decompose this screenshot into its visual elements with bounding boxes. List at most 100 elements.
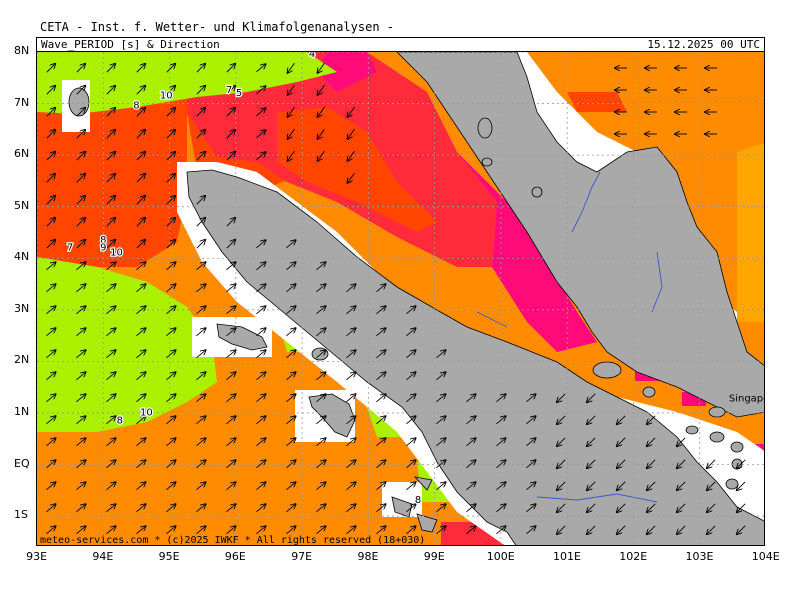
lon-tick-label: 98E — [357, 550, 379, 563]
wave-direction-arrow — [226, 64, 235, 73]
wave-direction-arrow — [46, 350, 55, 359]
wave-direction-arrow — [496, 416, 505, 425]
wave-direction-arrow — [436, 350, 445, 359]
lon-tick-label: 94E — [92, 550, 114, 563]
wave-direction-arrow — [286, 438, 295, 447]
wave-direction-arrow — [226, 240, 235, 249]
wave-direction-arrow — [226, 394, 235, 403]
wave-direction-arrow — [677, 525, 686, 534]
wave-direction-arrow — [677, 503, 686, 512]
wave-direction-arrow — [226, 108, 235, 117]
wave-direction-arrow — [376, 350, 385, 359]
wave-direction-arrow — [256, 262, 265, 271]
wave-direction-arrow — [136, 130, 145, 139]
wave-direction-arrow — [106, 152, 115, 161]
wave-direction-arrow — [406, 306, 415, 315]
wave-direction-arrow — [226, 86, 235, 95]
wave-direction-arrow — [288, 128, 295, 139]
wave-direction-arrow — [166, 130, 175, 139]
sea-field-green-west — [37, 257, 217, 432]
wave-direction-arrow — [166, 526, 175, 535]
wave-direction-arrow — [316, 460, 325, 469]
wave-direction-arrow — [196, 196, 205, 205]
wave-direction-arrow — [318, 150, 325, 161]
contour-label: 10 — [160, 90, 173, 101]
wave-direction-arrow — [557, 393, 566, 402]
wave-direction-arrow — [587, 415, 596, 424]
wave-direction-arrow — [46, 438, 55, 447]
wave-direction-arrow — [166, 306, 175, 315]
sea-field-yellow-orange — [737, 142, 764, 322]
place-label-singapore: Singapore — [729, 394, 765, 405]
wave-direction-arrow — [617, 437, 626, 446]
wave-direction-arrow — [526, 416, 535, 425]
wave-direction-arrow — [76, 504, 85, 513]
contour-label: 9 — [100, 243, 106, 254]
contour-label: 8 — [117, 415, 123, 426]
wave-direction-arrow — [376, 416, 385, 425]
wave-direction-arrow — [466, 438, 475, 447]
wave-direction-arrow — [46, 526, 55, 535]
contour-label: 7 — [67, 243, 73, 254]
wave-direction-arrow — [226, 460, 235, 469]
wave-direction-arrow — [106, 240, 115, 249]
wave-direction-arrow — [106, 438, 115, 447]
wave-direction-arrow — [737, 503, 746, 512]
wave-direction-arrow — [166, 438, 175, 447]
river — [651, 251, 663, 313]
wave-direction-arrow — [647, 525, 656, 534]
wave-direction-arrow — [346, 350, 355, 359]
wave-direction-arrow — [226, 416, 235, 425]
wave-direction-arrow — [166, 86, 175, 95]
wave-direction-arrow — [526, 482, 535, 491]
wave-direction-arrow — [286, 504, 295, 513]
wave-direction-arrow — [136, 482, 145, 491]
wave-direction-arrow — [136, 152, 145, 161]
wave-direction-arrow — [76, 438, 85, 447]
lat-lon-grid — [37, 52, 764, 545]
wave-direction-arrow — [106, 130, 115, 139]
wave-direction-arrow — [196, 438, 205, 447]
wave-direction-arrow — [286, 372, 295, 381]
small-island — [391, 496, 413, 518]
wave-direction-arrow — [136, 438, 145, 447]
wave-direction-arrow — [76, 372, 85, 381]
wave-direction-arrow — [46, 218, 55, 227]
wave-direction-arrow — [136, 108, 145, 117]
wave-direction-arrow — [136, 240, 145, 249]
wave-direction-arrow — [106, 86, 115, 95]
wave-direction-arrow — [46, 196, 55, 205]
wave-direction-arrow — [466, 526, 475, 535]
lon-tick-label: 99E — [423, 550, 445, 563]
wave-direction-arrow — [166, 108, 175, 117]
map-title: Wave_PERIOD [s] & Direction — [41, 38, 220, 51]
wave-direction-arrow — [496, 460, 505, 469]
contour-label: 8 — [415, 495, 421, 506]
wave-direction-arrow — [196, 372, 205, 381]
wave-direction-arrow — [166, 152, 175, 161]
lat-tick-label: 1S — [14, 508, 28, 522]
wave-direction-arrow — [76, 328, 85, 337]
wave-direction-arrow — [436, 438, 445, 447]
wave-direction-arrow — [436, 482, 445, 491]
wave-direction-arrow — [617, 503, 626, 512]
wave-direction-arrow — [526, 394, 535, 403]
wave-direction-arrow — [346, 284, 355, 293]
small-island — [311, 347, 329, 361]
wave-direction-arrow — [166, 350, 175, 359]
wave-direction-arrow — [316, 284, 325, 293]
wave-direction-arrow — [557, 415, 566, 424]
wave-direction-arrow — [286, 482, 295, 491]
wave-direction-arrow — [226, 526, 235, 535]
small-island — [709, 431, 725, 443]
wave-direction-arrow — [166, 394, 175, 403]
wave-direction-arrow — [316, 372, 325, 381]
wave-direction-arrow — [318, 62, 325, 73]
wave-direction-arrow — [256, 108, 265, 117]
wave-direction-arrow — [376, 372, 385, 381]
wave-direction-arrow — [46, 328, 55, 337]
wave-direction-arrow — [106, 372, 115, 381]
wave-direction-arrow — [406, 416, 415, 425]
wave-direction-arrow — [136, 196, 145, 205]
wave-direction-arrow — [106, 350, 115, 359]
